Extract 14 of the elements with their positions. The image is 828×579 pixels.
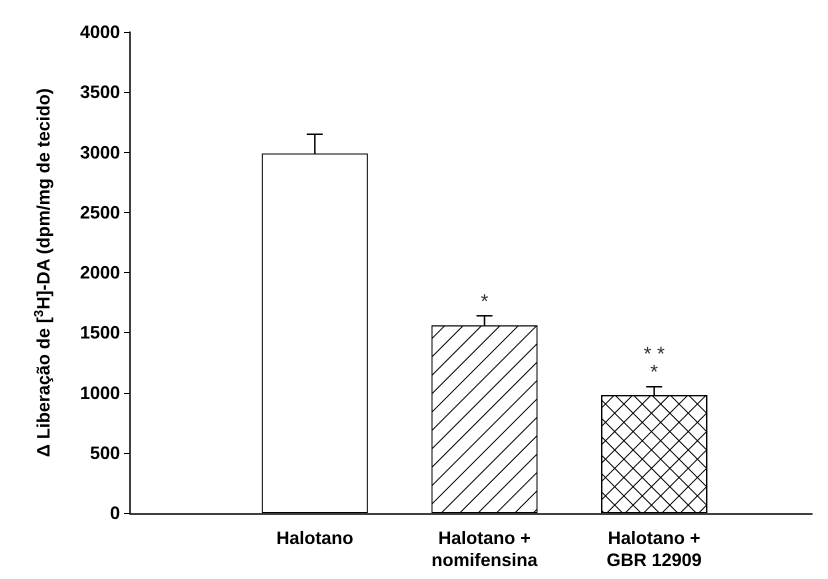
y-tick-label: 4000 — [80, 22, 120, 42]
y-tick-label: 1500 — [80, 322, 120, 343]
y-tick-label: 1000 — [80, 382, 120, 403]
x-tick-label: Halotano + nomifensina — [431, 528, 538, 570]
y-axis-title: Δ Liberação de [3H]-DA (dpm/mg de tecido) — [31, 88, 54, 458]
y-tick-label: 3500 — [80, 82, 120, 102]
y-tick-label: 2500 — [80, 202, 120, 222]
y-tick-label: 0 — [110, 503, 120, 523]
x-tick-label: Halotano + GBR 12909 — [606, 528, 702, 570]
y-tick-label: 500 — [90, 442, 120, 463]
x-tick-label: Halotano — [276, 528, 354, 548]
annotation: * — [480, 290, 489, 313]
y-tick-label: 2000 — [80, 262, 120, 282]
y-tick-label: 3000 — [80, 142, 120, 162]
